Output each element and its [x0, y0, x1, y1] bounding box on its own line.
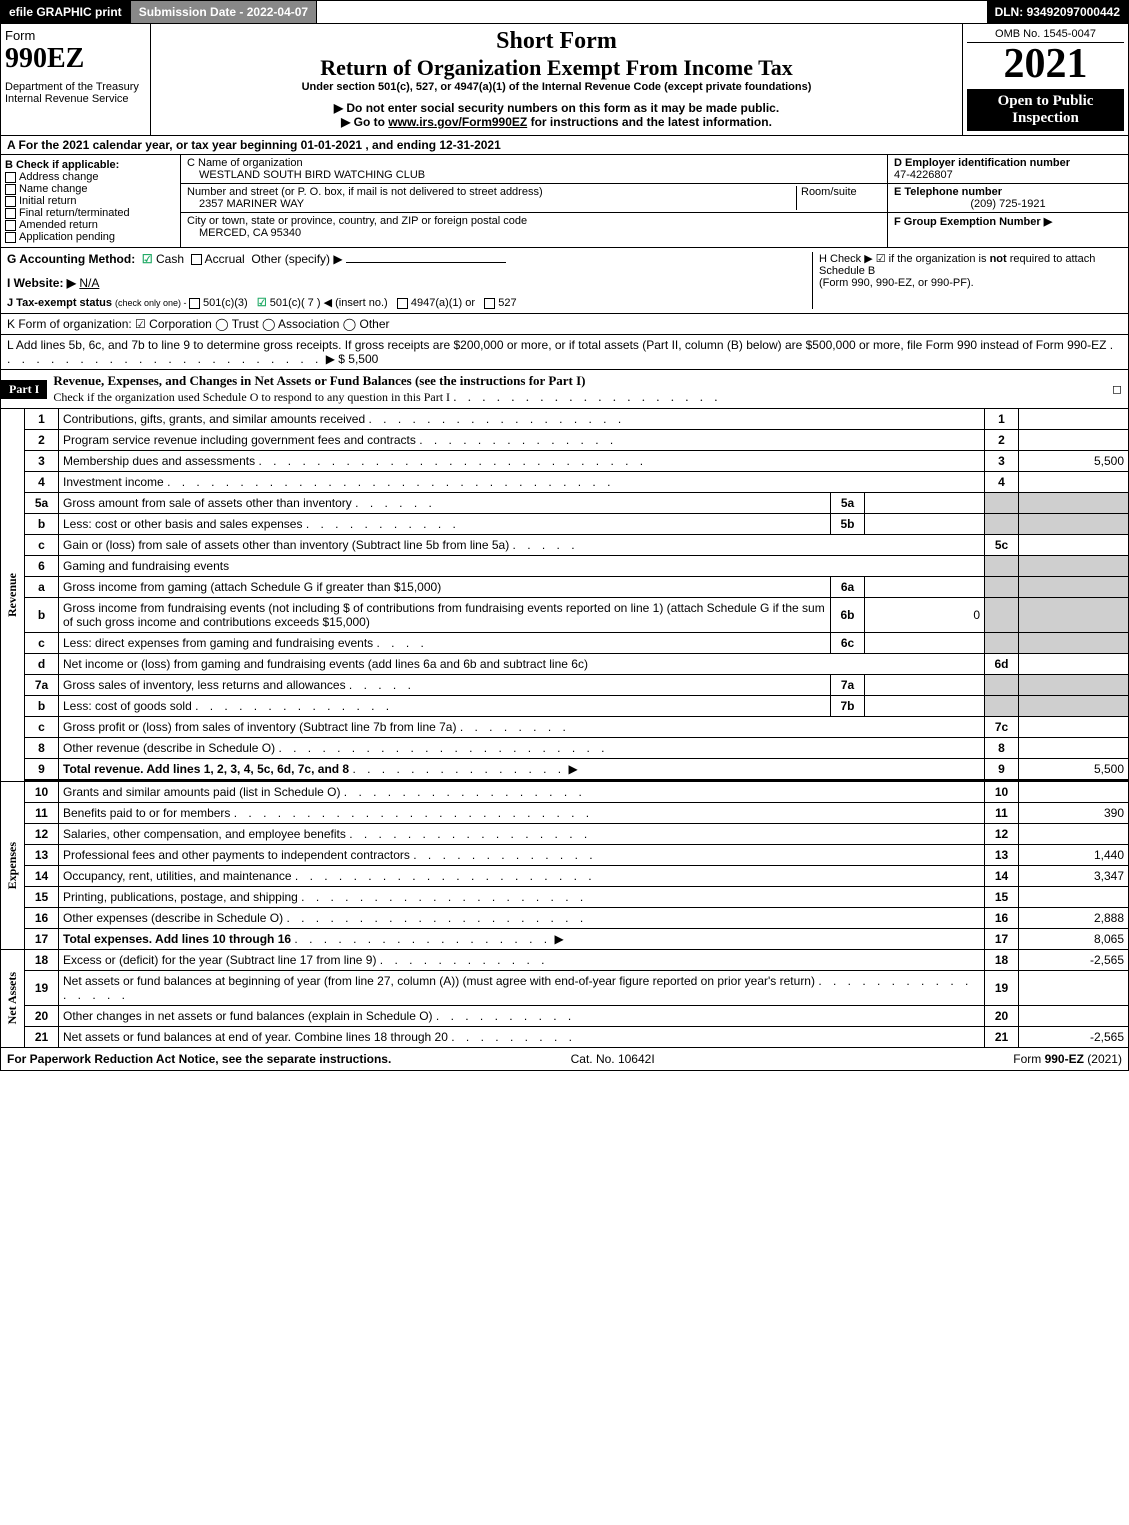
line-8: 8Other revenue (describe in Schedule O) … — [1, 738, 1129, 759]
line-10: Expenses 10Grants and similar amounts pa… — [1, 781, 1129, 803]
f-group-label: F Group Exemption Number ▶ — [894, 215, 1122, 228]
check-final-return[interactable]: Final return/terminated — [5, 207, 176, 219]
part1-label: Part I — [1, 380, 47, 399]
submission-date: Submission Date - 2022-04-07 — [131, 1, 317, 23]
line-17: 17Total expenses. Add lines 10 through 1… — [1, 929, 1129, 950]
line-i: I Website: ▶ N/A — [7, 276, 812, 290]
identity-block: B Check if applicable: Address change Na… — [0, 155, 1129, 248]
inst2-prefix: ▶ Go to — [341, 115, 388, 129]
irs-link[interactable]: www.irs.gov/Form990EZ — [388, 115, 527, 129]
instruction-1: ▶ Do not enter social security numbers o… — [155, 101, 958, 115]
c-street-label: Number and street (or P. O. box, if mail… — [187, 186, 796, 198]
line-5a: 5aGross amount from sale of assets other… — [1, 493, 1129, 514]
dept-label: Department of the Treasury Internal Reve… — [5, 81, 146, 105]
under-section: Under section 501(c), 527, or 4947(a)(1)… — [155, 81, 958, 93]
paperwork-notice: For Paperwork Reduction Act Notice, see … — [7, 1052, 391, 1066]
check-initial-return[interactable]: Initial return — [5, 195, 176, 207]
vlabel-netassets: Net Assets — [5, 972, 20, 1024]
ghij-block: G Accounting Method: ☑ Cash Accrual Othe… — [0, 248, 1129, 314]
ein-value: 47-4226807 — [894, 169, 1122, 181]
line-1: Revenue 1Contributions, gifts, grants, a… — [1, 409, 1129, 430]
top-bar: efile GRAPHIC print Submission Date - 20… — [0, 0, 1129, 24]
line-2: 2Program service revenue including gover… — [1, 430, 1129, 451]
return-title: Return of Organization Exempt From Incom… — [155, 55, 958, 81]
section-def: D Employer identification number 47-4226… — [888, 155, 1128, 247]
org-city: MERCED, CA 95340 — [187, 227, 527, 239]
header-right: OMB No. 1545-0047 2021 Open to Public In… — [963, 24, 1128, 135]
line-15: 15Printing, publications, postage, and s… — [1, 887, 1129, 908]
c-city-label: City or town, state or province, country… — [187, 215, 527, 227]
line-12: 12Salaries, other compensation, and empl… — [1, 824, 1129, 845]
part1-checkbox[interactable]: ◻ — [1098, 382, 1128, 396]
check-name-change[interactable]: Name change — [5, 183, 176, 195]
b-label: B Check if applicable: — [5, 159, 176, 171]
line-4: 4Investment income . . . . . . . . . . .… — [1, 472, 1129, 493]
dln-value: 93492097000442 — [1027, 5, 1120, 19]
line-a: A For the 2021 calendar year, or tax yea… — [0, 136, 1129, 155]
line-5b: bLess: cost or other basis and sales exp… — [1, 514, 1129, 535]
line-l: L Add lines 5b, 6c, and 7b to line 9 to … — [0, 335, 1129, 370]
line-7c: cGross profit or (loss) from sales of in… — [1, 717, 1129, 738]
form-ref: Form 990-EZ (2021) — [1013, 1052, 1122, 1066]
line-g: G Accounting Method: ☑ Cash Accrual Othe… — [7, 252, 812, 266]
line-20: 20Other changes in net assets or fund ba… — [1, 1006, 1129, 1027]
line-13: 13Professional fees and other payments t… — [1, 845, 1129, 866]
check-application-pending[interactable]: Application pending — [5, 231, 176, 243]
e-tel-label: E Telephone number — [894, 186, 1122, 198]
room-suite-label: Room/suite — [796, 186, 881, 210]
section-b: B Check if applicable: Address change Na… — [1, 155, 181, 247]
inst2-suffix: for instructions and the latest informat… — [527, 115, 772, 129]
line-14: 14Occupancy, rent, utilities, and mainte… — [1, 866, 1129, 887]
header-left: Form 990EZ Department of the Treasury In… — [1, 24, 151, 135]
submission-date-label: Submission Date - — [139, 5, 247, 19]
line-6c: cLess: direct expenses from gaming and f… — [1, 633, 1129, 654]
line-6: 6Gaming and fundraising events — [1, 556, 1129, 577]
part1-title: Revenue, Expenses, and Changes in Net As… — [47, 370, 1098, 408]
line-16: 16Other expenses (describe in Schedule O… — [1, 908, 1129, 929]
line-h: H Check ▶ ☑ if the organization is not r… — [812, 252, 1122, 309]
part1-table: Revenue 1Contributions, gifts, grants, a… — [0, 409, 1129, 1048]
line-5c: cGain or (loss) from sale of assets othe… — [1, 535, 1129, 556]
vlabel-revenue: Revenue — [5, 573, 20, 617]
short-form-title: Short Form — [155, 28, 958, 55]
line-11: 11Benefits paid to or for members . . . … — [1, 803, 1129, 824]
form-number: 990EZ — [5, 43, 146, 75]
line-18: Net Assets 18Excess or (deficit) for the… — [1, 950, 1129, 971]
org-name: WESTLAND SOUTH BIRD WATCHING CLUB — [187, 169, 881, 181]
line-k: K Form of organization: ☑ Corporation ◯ … — [0, 314, 1129, 335]
c-name-label: C Name of organization — [187, 157, 881, 169]
line-7b: bLess: cost of goods sold . . . . . . . … — [1, 696, 1129, 717]
open-to-public: Open to Public Inspection — [967, 89, 1124, 131]
line-6d: dNet income or (loss) from gaming and fu… — [1, 654, 1129, 675]
dln-label: DLN: — [995, 5, 1027, 19]
tax-year: 2021 — [967, 43, 1124, 85]
section-c: C Name of organization WESTLAND SOUTH BI… — [181, 155, 888, 247]
instruction-2: ▶ Go to www.irs.gov/Form990EZ for instru… — [155, 115, 958, 129]
form-label: Form — [5, 28, 146, 43]
line-9: 9Total revenue. Add lines 1, 2, 3, 4, 5c… — [1, 759, 1129, 780]
efile-label: efile GRAPHIC print — [1, 1, 131, 23]
cat-no: Cat. No. 10642I — [571, 1052, 655, 1066]
line-19: 19Net assets or fund balances at beginni… — [1, 971, 1129, 1006]
line-6b: bGross income from fundraising events (n… — [1, 598, 1129, 633]
tel-value: (209) 725-1921 — [894, 198, 1122, 210]
check-address-change[interactable]: Address change — [5, 171, 176, 183]
footer: For Paperwork Reduction Act Notice, see … — [0, 1048, 1129, 1071]
submission-date-value: 2022-04-07 — [247, 5, 308, 19]
check-amended-return[interactable]: Amended return — [5, 219, 176, 231]
part1-header-row: Part I Revenue, Expenses, and Changes in… — [0, 370, 1129, 409]
header-center: Short Form Return of Organization Exempt… — [151, 24, 963, 135]
line-j: J Tax-exempt status (check only one) - 5… — [7, 296, 812, 309]
org-street: 2357 MARINER WAY — [187, 198, 796, 210]
vlabel-expenses: Expenses — [5, 842, 20, 889]
line-3: 3Membership dues and assessments . . . .… — [1, 451, 1129, 472]
d-ein-label: D Employer identification number — [894, 157, 1122, 169]
form-header: Form 990EZ Department of the Treasury In… — [0, 24, 1129, 136]
line-6a: aGross income from gaming (attach Schedu… — [1, 577, 1129, 598]
dln: DLN: 93492097000442 — [987, 1, 1128, 23]
line-21: 21Net assets or fund balances at end of … — [1, 1027, 1129, 1048]
line-7a: 7aGross sales of inventory, less returns… — [1, 675, 1129, 696]
website-value: N/A — [79, 276, 99, 290]
